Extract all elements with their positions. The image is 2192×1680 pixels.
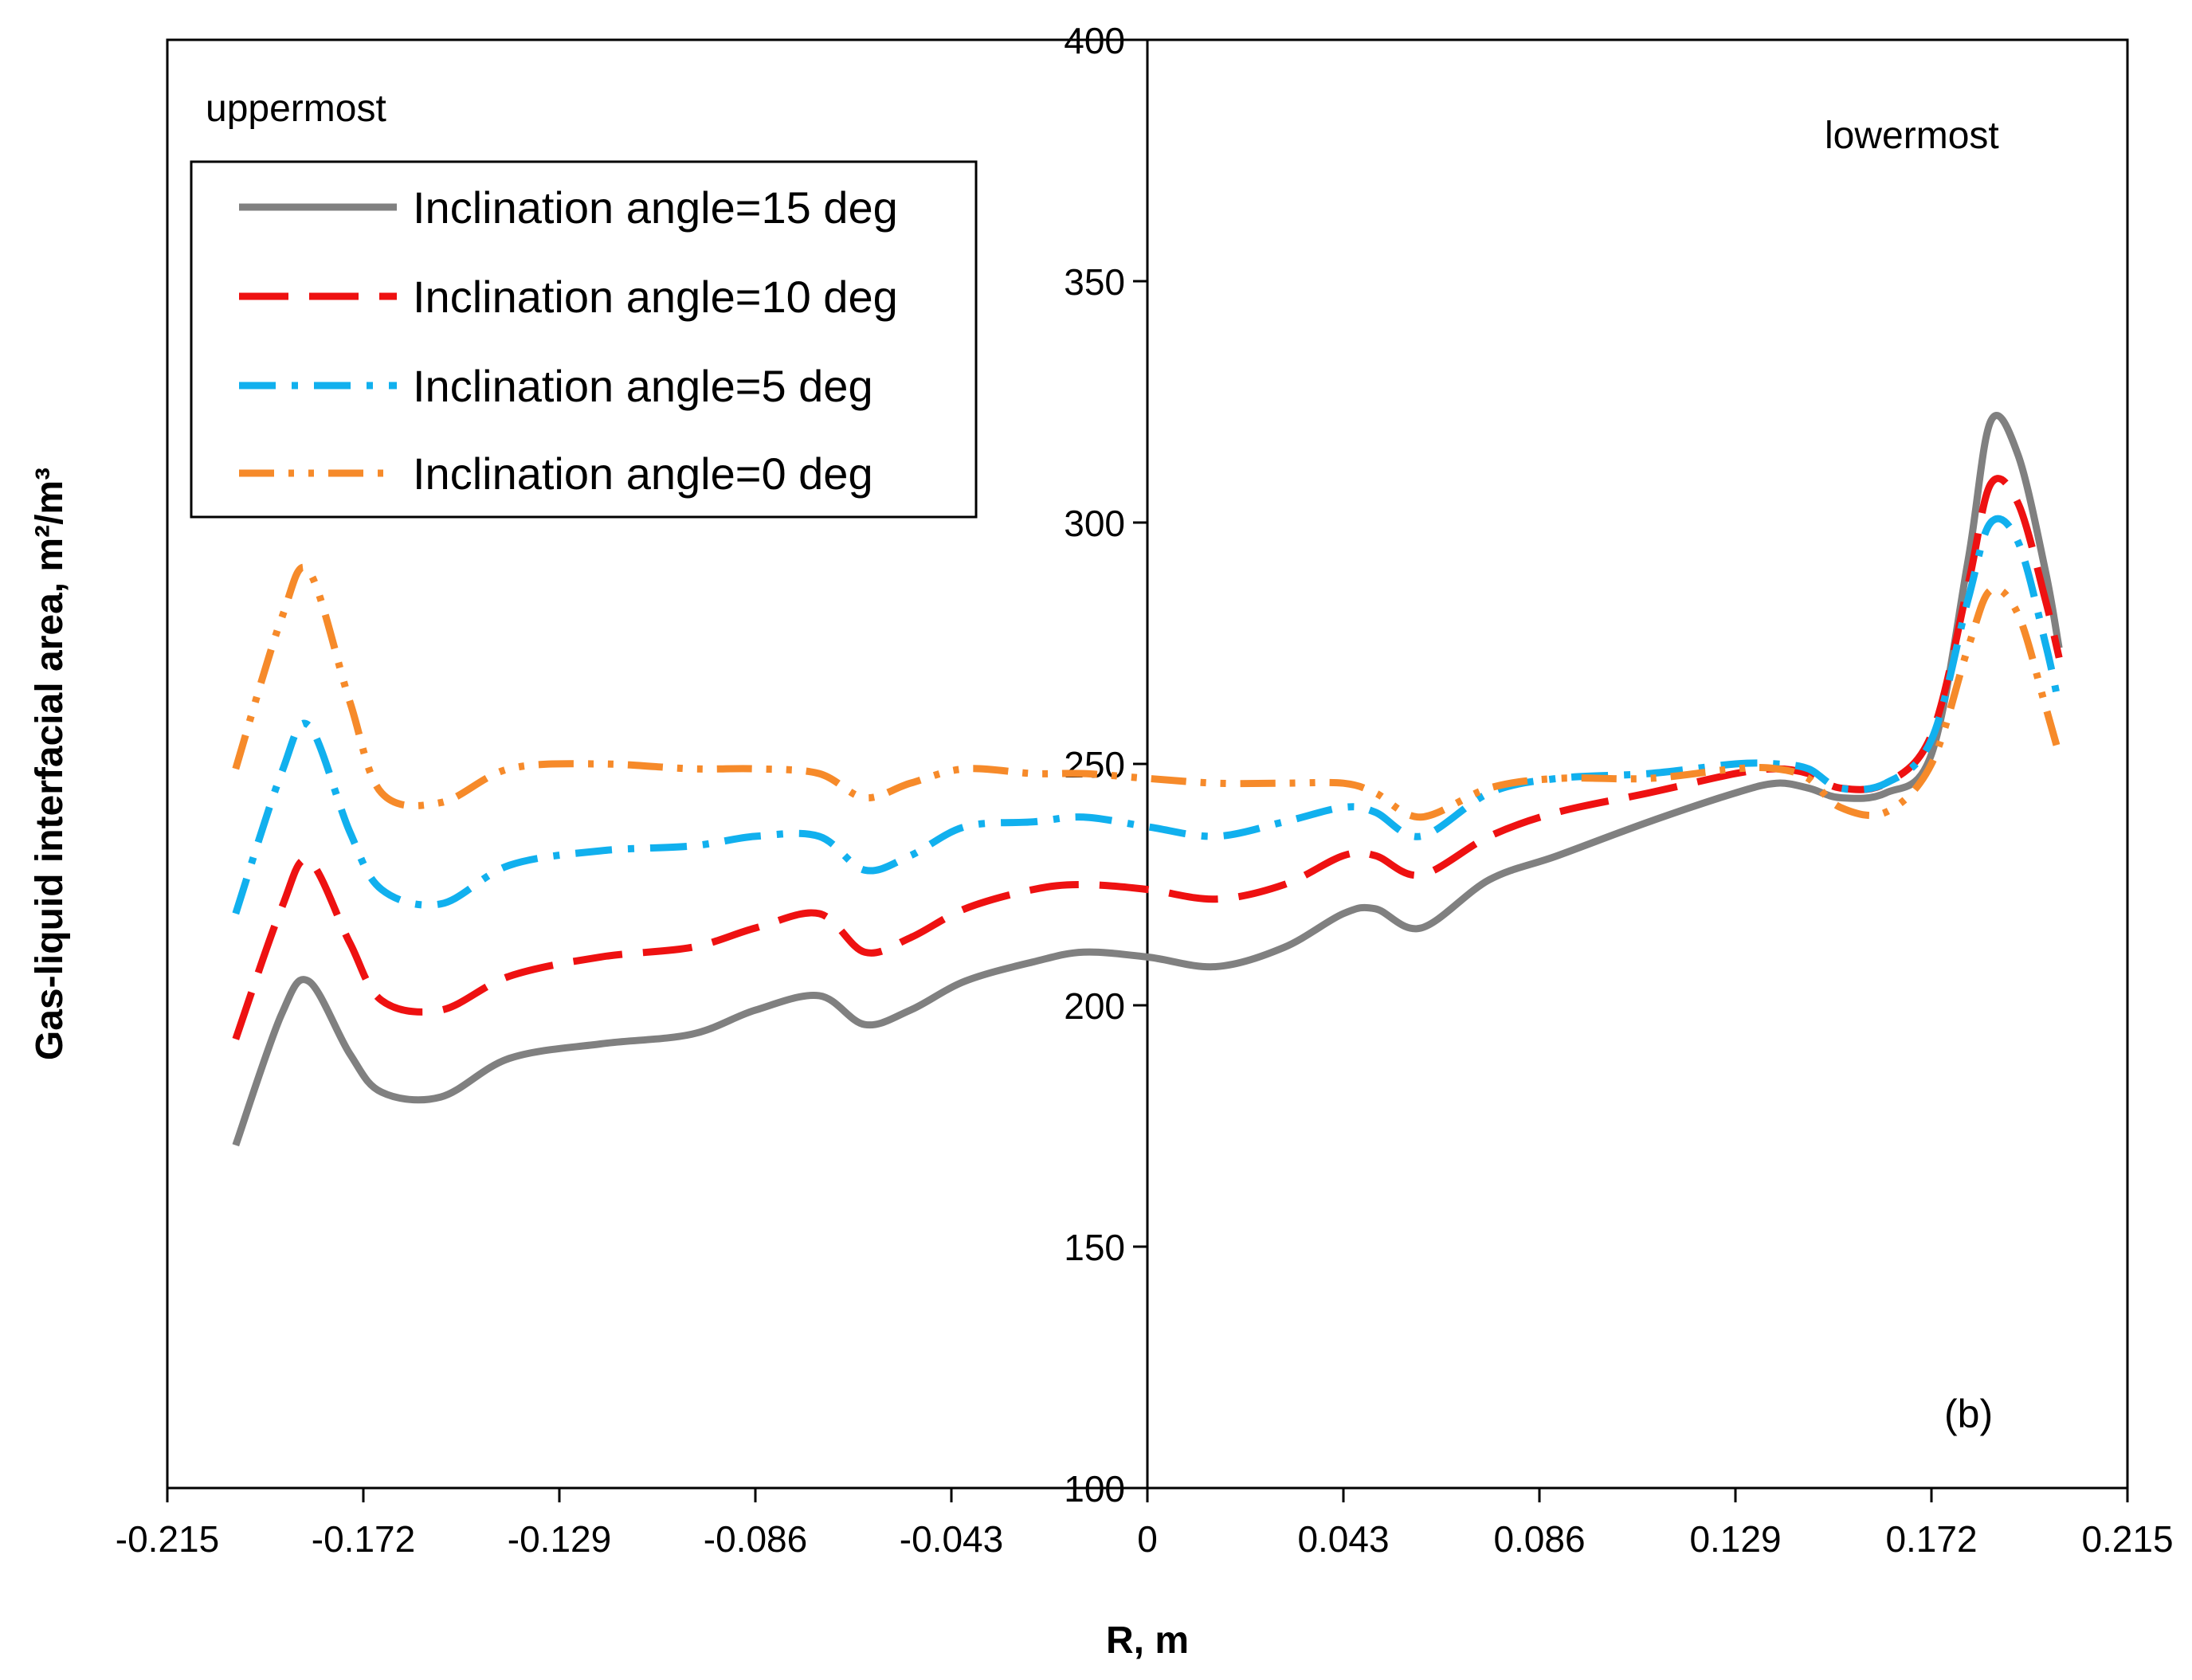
- y-tick-label: 200: [1064, 985, 1125, 1027]
- y-tick-label: 150: [1064, 1227, 1125, 1268]
- x-tick-label: -0.129: [508, 1518, 611, 1560]
- x-tick-label: 0.172: [1885, 1518, 1977, 1560]
- x-ticks: -0.215 -0.172 -0.129 -0.086 -0.043 0 0.043 0.08…: [116, 1488, 2174, 1560]
- legend-frame: [190, 160, 978, 519]
- x-tick-label: -0.215: [116, 1518, 219, 1560]
- legend: Inclination angle=15 deg Inclination angl…: [190, 160, 978, 519]
- panel-label: (b): [1944, 1392, 1993, 1436]
- x-tick-label: 0.086: [1493, 1518, 1585, 1560]
- annotation-uppermost: uppermost: [206, 88, 386, 130]
- x-tick-label: 0.215: [2081, 1518, 2173, 1560]
- x-tick-label: -0.086: [704, 1518, 807, 1560]
- legend-label: Inclination angle=10 deg: [413, 272, 898, 322]
- x-tick-label: 0: [1137, 1518, 1158, 1560]
- x-tick-label: 0.043: [1297, 1518, 1389, 1560]
- legend-label: Inclination angle=5 deg: [413, 361, 873, 411]
- series-line-15-deg: [232, 412, 2063, 1147]
- legend-label: Inclination angle=0 deg: [413, 448, 873, 499]
- series-line-5-deg: [232, 515, 2063, 915]
- y-tick-label: 350: [1064, 261, 1125, 303]
- x-axis-title: R, m: [1106, 1619, 1189, 1662]
- x-tick-label: 0.129: [1689, 1518, 1781, 1560]
- y-axis-title: Gas-liquid interfacial area, m²/m³: [29, 468, 71, 1060]
- series-line-0-deg: [232, 563, 2063, 821]
- annotation-lowermost: lowermost: [1825, 115, 1999, 157]
- legend-label: Inclination angle=15 deg: [413, 182, 898, 233]
- x-tick-label: -0.172: [312, 1518, 415, 1560]
- y-tick-label: 100: [1064, 1468, 1125, 1510]
- x-tick-label: -0.043: [900, 1518, 1003, 1560]
- series-layer: [232, 412, 2063, 1147]
- y-tick-label: 400: [1064, 20, 1125, 61]
- y-tick-label: 300: [1064, 503, 1125, 544]
- series-line-10-deg: [232, 475, 2063, 1040]
